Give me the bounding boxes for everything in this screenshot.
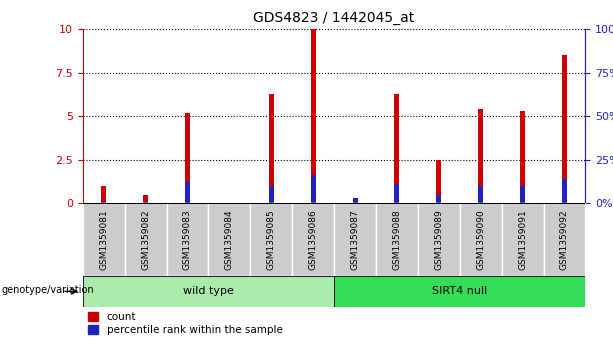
Text: genotype/variation: genotype/variation: [2, 285, 94, 295]
Bar: [167, 203, 208, 276]
Bar: [376, 203, 418, 276]
Bar: [478, 109, 483, 203]
Bar: [544, 203, 585, 276]
Bar: [352, 198, 357, 203]
Legend: count, percentile rank within the sample: count, percentile rank within the sample: [88, 312, 283, 335]
Bar: [418, 203, 460, 276]
Text: GSM1359092: GSM1359092: [560, 209, 569, 270]
Bar: [460, 203, 501, 276]
Bar: [562, 179, 567, 203]
Text: wild type: wild type: [183, 286, 234, 296]
Bar: [334, 276, 585, 307]
Text: GSM1359084: GSM1359084: [225, 209, 234, 270]
Bar: [101, 201, 106, 203]
Bar: [292, 203, 334, 276]
Bar: [101, 186, 106, 203]
Text: GSM1359089: GSM1359089: [434, 209, 443, 270]
Bar: [268, 186, 274, 203]
Bar: [311, 175, 316, 203]
Text: GSM1359083: GSM1359083: [183, 209, 192, 270]
Bar: [124, 203, 167, 276]
Bar: [334, 203, 376, 276]
Text: GSM1359082: GSM1359082: [141, 209, 150, 270]
Bar: [520, 186, 525, 203]
Bar: [436, 195, 441, 203]
Text: GSM1359081: GSM1359081: [99, 209, 109, 270]
Bar: [436, 160, 441, 203]
Bar: [311, 29, 316, 203]
Text: SIRT4 null: SIRT4 null: [432, 286, 487, 296]
Bar: [185, 113, 190, 203]
Title: GDS4823 / 1442045_at: GDS4823 / 1442045_at: [253, 11, 415, 25]
Text: GSM1359086: GSM1359086: [308, 209, 318, 270]
Text: GSM1359087: GSM1359087: [351, 209, 360, 270]
Bar: [250, 203, 292, 276]
Bar: [83, 276, 334, 307]
Text: GSM1359088: GSM1359088: [392, 209, 402, 270]
Bar: [268, 94, 274, 203]
Bar: [208, 203, 250, 276]
Bar: [185, 182, 190, 203]
Bar: [83, 203, 124, 276]
Text: GSM1359085: GSM1359085: [267, 209, 276, 270]
Text: GSM1359091: GSM1359091: [518, 209, 527, 270]
Bar: [394, 94, 400, 203]
Bar: [352, 200, 357, 203]
Bar: [394, 184, 400, 203]
Text: GSM1359090: GSM1359090: [476, 209, 485, 270]
Bar: [478, 186, 483, 203]
Bar: [501, 203, 544, 276]
Bar: [520, 111, 525, 203]
Bar: [143, 195, 148, 203]
Bar: [562, 55, 567, 203]
